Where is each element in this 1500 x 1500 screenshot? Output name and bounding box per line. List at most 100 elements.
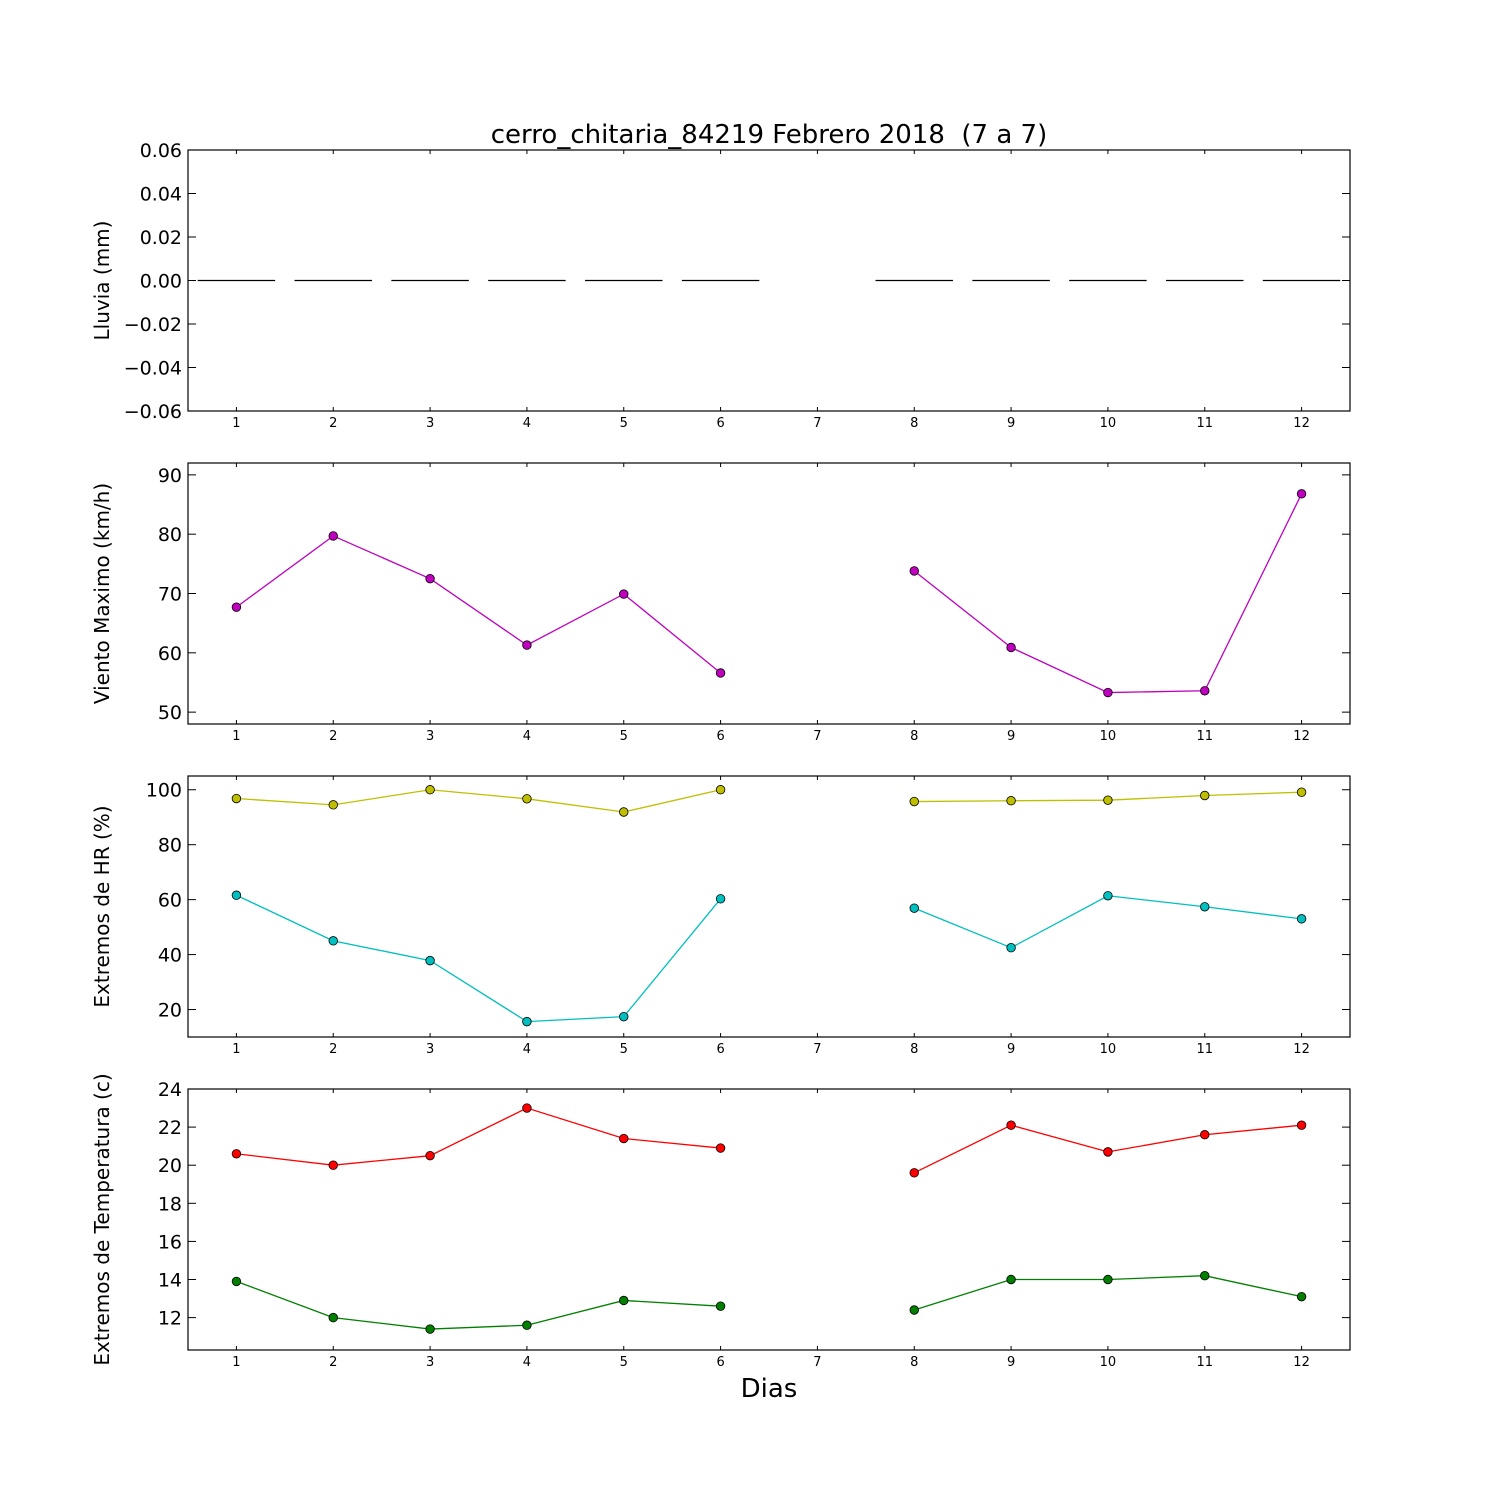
data-point [1103,1274,1113,1285]
x-tick-label: 12 [1293,1355,1310,1370]
data-point [909,1305,919,1315]
data-point [1296,489,1307,499]
x-tick-label: 11 [1196,1042,1213,1057]
data-point [1103,1147,1113,1157]
y-tick-label: 12 [158,1308,182,1330]
y-axis-label: Extremos de Temperatura (c) [90,1073,114,1365]
data-point [1200,686,1210,696]
data-point [1006,1120,1016,1130]
data-point [328,800,338,810]
data-point [231,793,242,804]
x-tick-label: 7 [813,729,821,744]
data-point [328,531,338,541]
series-line [236,894,722,1023]
data-point [619,807,629,817]
x-tick-label: 9 [1007,1355,1015,1370]
y-tick-label: 24 [158,1079,182,1101]
y-tick-label: 50 [158,702,182,724]
x-tick-label: 10 [1100,1042,1117,1057]
y-tick-label: 70 [158,584,182,606]
x-tick-label: 10 [1100,1355,1117,1370]
x-tick-label: 12 [1293,1042,1310,1057]
x-tick-label: 3 [426,1042,434,1057]
data-point [1103,795,1113,805]
x-tick-label: 3 [426,729,434,744]
y-tick-label: 20 [158,1155,182,1177]
data-point [522,640,532,650]
data-point [522,1103,532,1113]
data-point [1296,1291,1307,1302]
y-tick-label: 40 [158,945,182,967]
data-point [619,1011,629,1022]
x-axis-label: Dias [741,1374,798,1404]
x-tick-label: 2 [329,729,337,744]
x-tick-label: 5 [620,1355,628,1370]
x-tick-label: 2 [329,416,337,431]
data-point [425,1150,435,1161]
data-point [1006,1274,1016,1285]
data-point [328,1160,338,1170]
data-point [909,1168,919,1178]
data-point [715,785,726,795]
x-tick-label: 9 [1007,1042,1015,1057]
x-tick-label: 9 [1007,729,1015,744]
y-tick-label: 80 [158,524,182,546]
x-tick-label: 12 [1293,416,1310,431]
y-tick-label: 0.00 [140,271,182,293]
y-tick-label: −0.06 [124,401,182,423]
x-tick-label: 1 [232,729,240,744]
x-tick-label: 1 [232,416,240,431]
data-point [425,1324,435,1334]
x-tick-label: 8 [910,729,918,744]
x-tick-label: 8 [910,1042,918,1057]
x-tick-label: 1 [232,1042,240,1057]
series-line [913,493,1303,694]
x-tick-label: 5 [620,1042,628,1057]
data-point [715,668,726,678]
data-point [1200,902,1210,912]
x-tick-label: 11 [1196,416,1213,431]
data-point [1103,687,1113,698]
y-tick-label: 14 [158,1270,182,1292]
x-tick-label: 6 [716,1355,724,1370]
data-point [715,1143,726,1153]
panel-1: 1 2 3 4 5 6 7 8 9 10 11 120.060.040.020.00−0.02−0.0… [90,140,1351,431]
data-point [619,1295,629,1306]
data-point [1200,1271,1210,1281]
x-tick-label: 4 [523,416,531,431]
x-tick-label: 3 [426,1355,434,1370]
data-point [231,1276,242,1287]
data-point [1296,1120,1307,1130]
data-point [328,936,338,946]
y-tick-label: 0.06 [140,140,182,162]
y-tick-label: 60 [158,890,182,912]
data-point [1006,943,1016,953]
x-tick-label: 1 [232,1355,240,1370]
y-tick-label: 0.02 [140,227,182,249]
data-point [231,1149,242,1159]
x-tick-label: 4 [523,1042,531,1057]
data-point [231,890,242,900]
y-tick-label: 18 [158,1193,182,1215]
data-point [328,1312,338,1323]
x-tick-label: 2 [329,1042,337,1057]
x-tick-label: 5 [620,729,628,744]
y-tick-label: 60 [158,643,182,665]
x-tick-label: 7 [813,416,821,431]
data-point [425,955,435,966]
data-point [522,1320,532,1330]
data-point [909,796,919,807]
data-point [715,1301,726,1311]
x-tick-label: 3 [426,416,434,431]
series-line [236,1280,721,1330]
data-point [425,573,435,584]
data-point [909,566,919,576]
y-tick-label: −0.04 [124,358,182,380]
series-line [236,535,721,674]
x-tick-label: 11 [1196,729,1213,744]
y-tick-label: 100 [146,780,182,802]
x-tick-label: 7 [813,1355,821,1370]
